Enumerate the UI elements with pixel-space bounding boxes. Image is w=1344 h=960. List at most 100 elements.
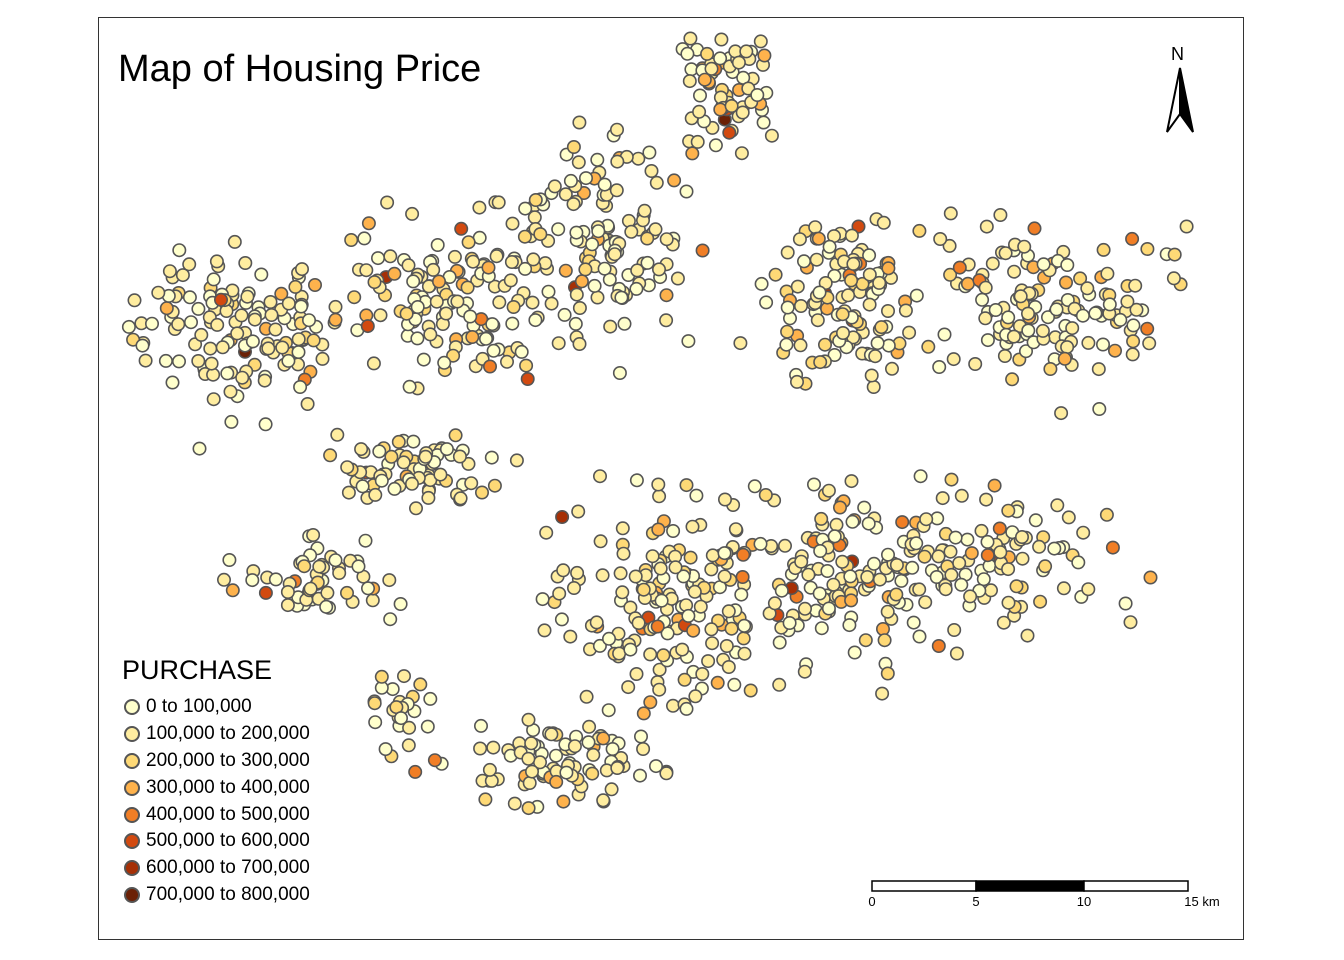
housing-point (306, 333, 321, 348)
housing-point (768, 267, 783, 282)
housing-point (1049, 302, 1064, 317)
housing-point (378, 742, 393, 757)
housing-point (383, 612, 398, 627)
housing-point (780, 245, 795, 260)
housing-point (756, 115, 771, 130)
housing-point (764, 128, 779, 143)
housing-point (533, 227, 548, 242)
housing-point (423, 691, 438, 706)
north-label: N (1171, 44, 1184, 64)
housing-point (610, 760, 625, 775)
housing-point (636, 741, 651, 756)
housing-point (447, 249, 462, 264)
housing-point (780, 324, 795, 339)
housing-point (297, 559, 312, 574)
housing-point (489, 249, 504, 264)
housing-point (332, 565, 347, 580)
housing-point (681, 334, 696, 349)
housing-point (307, 277, 322, 292)
housing-point (724, 621, 739, 636)
housing-point (937, 327, 952, 342)
housing-point (1102, 297, 1117, 312)
housing-point (566, 197, 581, 212)
housing-point (1035, 323, 1050, 338)
housing-point (680, 46, 695, 61)
housing-point (846, 256, 861, 271)
housing-point (717, 569, 732, 584)
housing-point (355, 479, 370, 494)
housing-point (985, 256, 1000, 271)
housing-point (312, 559, 327, 574)
housing-point (245, 334, 260, 349)
housing-point (596, 731, 611, 746)
housing-point (747, 479, 762, 494)
housing-point (401, 258, 416, 273)
housing-point (1073, 271, 1088, 286)
housing-point (374, 473, 389, 488)
housing-point (1081, 582, 1096, 597)
housing-point (866, 556, 881, 571)
housing-point (525, 295, 540, 310)
legend-label: 400,000 to 500,000 (146, 803, 310, 825)
housing-point (281, 353, 296, 368)
housing-point (733, 336, 748, 351)
housing-point (191, 301, 206, 316)
housing-point (261, 341, 276, 356)
housing-point (521, 751, 536, 766)
housing-point (685, 519, 700, 534)
housing-point (1080, 281, 1095, 296)
housing-point (1056, 581, 1071, 596)
housing-point (1038, 559, 1053, 574)
housing-point (993, 208, 1008, 223)
legend-swatch (124, 833, 140, 850)
housing-point (473, 718, 488, 733)
housing-point (366, 356, 381, 371)
housing-point (217, 572, 232, 587)
housing-point (952, 260, 967, 275)
housing-point (528, 193, 543, 208)
housing-point (668, 560, 683, 575)
housing-point (572, 115, 587, 130)
housing-point (474, 485, 489, 500)
housing-point (1060, 340, 1075, 355)
housing-point (613, 566, 628, 581)
housing-point (739, 44, 754, 59)
housing-point (524, 736, 539, 751)
housing-point (509, 453, 524, 468)
housing-point (667, 173, 682, 188)
legend-swatch (124, 806, 140, 823)
housing-point (410, 299, 425, 314)
housing-point (759, 295, 774, 310)
housing-point (1027, 221, 1042, 236)
housing-point (1092, 401, 1107, 416)
legend-label: 600,000 to 700,000 (146, 857, 310, 879)
housing-point (844, 593, 859, 608)
housing-point (636, 582, 651, 597)
housing-point (605, 741, 620, 756)
housing-point (946, 352, 961, 367)
housing-point (214, 292, 229, 307)
housing-point (521, 801, 536, 816)
housing-point (988, 302, 1003, 317)
housing-point (964, 546, 979, 561)
housing-point (1143, 570, 1158, 585)
housing-point (1007, 264, 1022, 279)
housing-point (898, 303, 913, 318)
housing-point (431, 274, 446, 289)
housing-point (175, 268, 190, 283)
housing-point (704, 562, 719, 577)
housing-point (402, 379, 417, 394)
housing-point (486, 343, 501, 358)
housing-point (935, 491, 950, 506)
housing-point (872, 572, 887, 587)
housing-point (539, 525, 554, 540)
housing-point (566, 580, 581, 595)
housing-point (210, 317, 225, 332)
housing-point (797, 601, 812, 616)
housing-point (182, 290, 197, 305)
housing-point (777, 538, 792, 553)
housing-point (300, 396, 315, 411)
housing-point (649, 175, 664, 190)
housing-point (505, 316, 520, 331)
housing-point (743, 683, 758, 698)
